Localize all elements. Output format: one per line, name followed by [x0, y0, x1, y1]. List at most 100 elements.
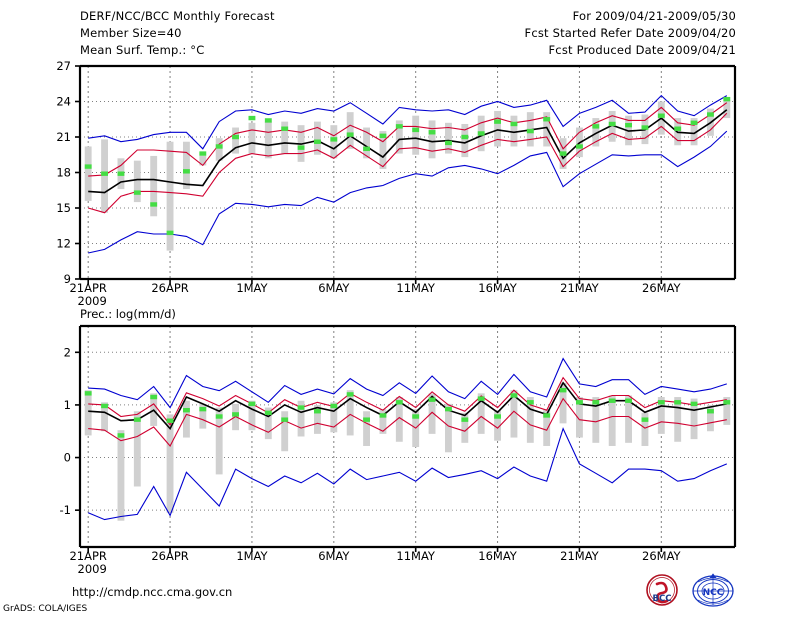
observation-marker — [575, 400, 583, 405]
spread-bar — [526, 397, 534, 443]
observation-marker — [461, 417, 469, 422]
spread-bar — [264, 121, 272, 159]
precip-panel-title: Prec.: log(mm/d) — [80, 307, 176, 321]
spread-bar — [575, 397, 583, 438]
observation-marker — [428, 130, 436, 135]
header-forecast-period: For 2009/04/21-2009/05/30 — [572, 9, 736, 23]
spread-bar — [395, 120, 403, 154]
spread-bar — [117, 430, 125, 521]
observation-marker — [575, 144, 583, 149]
spread-bar — [166, 141, 174, 251]
spread-bar — [232, 127, 240, 154]
spread-bar — [690, 398, 698, 440]
observation-marker — [510, 393, 518, 398]
observation-marker — [248, 401, 256, 407]
y-tick-label: 24 — [56, 95, 71, 109]
observation-marker — [625, 122, 633, 128]
observation-marker — [543, 117, 551, 122]
spread-bar — [182, 400, 190, 438]
spread-bar — [346, 112, 354, 149]
observation-marker — [592, 124, 600, 129]
quartile-upper-line — [88, 102, 728, 177]
spread-bar — [215, 138, 223, 161]
observation-marker — [133, 190, 141, 195]
y-tick-label: 21 — [56, 130, 71, 144]
svg-text:BCC: BCC — [653, 594, 672, 604]
ens-min-line — [88, 130, 728, 254]
spread-bar — [330, 125, 338, 159]
observation-marker — [264, 118, 272, 123]
spread-bar — [215, 407, 223, 475]
x-tick-label: 11MAY — [396, 549, 436, 563]
spread-bar — [281, 411, 289, 452]
spread-bar — [674, 397, 682, 442]
x-tick-label: 26MAY — [642, 549, 682, 563]
spread-bar — [592, 118, 600, 147]
y-tick-label: 0 — [64, 451, 71, 465]
observation-marker — [215, 144, 223, 149]
bcc-logo: BCC — [640, 572, 684, 616]
x-tick-label: 21APR — [69, 549, 106, 563]
x-tick-label: 21APR — [69, 281, 106, 295]
observation-marker — [330, 403, 338, 409]
spread-bar — [248, 122, 256, 154]
observation-marker — [117, 171, 125, 176]
spread-bar — [133, 160, 141, 203]
observation-marker — [494, 414, 502, 419]
precipitation-panel: -1 0 1 2 21APR 26APR 1MAY 6MAY 11MAY 16MAY 21MAY 26… — [60, 324, 737, 576]
spread-bar — [510, 390, 518, 438]
observation-marker — [657, 400, 665, 405]
spread-bar — [494, 410, 502, 441]
observation-marker — [723, 96, 731, 102]
spread-bar — [559, 382, 567, 424]
spread-bar — [199, 403, 207, 429]
observation-marker — [150, 394, 158, 400]
spread-bar — [444, 403, 452, 453]
x-tick-label: 11MAY — [396, 281, 436, 295]
observation-marker — [706, 409, 714, 414]
footer-url[interactable]: http://cmdp.ncc.cma.gov.cn — [72, 585, 233, 599]
header-start-refer-date: Fcst Started Refer Date 2009/04/20 — [524, 26, 736, 40]
observation-marker — [297, 145, 305, 150]
observation-marker — [608, 121, 616, 127]
svg-text:NCC: NCC — [703, 588, 724, 598]
observation-marker — [166, 418, 174, 423]
y-tick-label: 9 — [64, 272, 71, 286]
observation-marker — [428, 397, 436, 402]
y-tick-label: 1 — [64, 398, 71, 412]
observation-marker — [674, 126, 682, 131]
spread-bar — [264, 407, 272, 440]
spread-bar — [608, 110, 616, 142]
observation-marker — [182, 169, 190, 174]
spread-bar — [608, 395, 616, 446]
spread-bar — [428, 120, 436, 159]
observation-marker — [363, 146, 371, 152]
quartile-lower-line — [88, 112, 728, 214]
spread-bar — [133, 411, 141, 487]
header-produced-date: Fcst Produced Date 2009/04/21 — [548, 43, 736, 57]
spread-bar — [101, 402, 109, 432]
observation-marker — [526, 128, 534, 134]
observation-marker — [313, 409, 321, 414]
observation-marker — [101, 403, 109, 409]
x-tick-label: 1MAY — [236, 549, 268, 563]
spread-bar — [510, 115, 518, 147]
observation-marker — [690, 120, 698, 125]
observation-marker — [281, 126, 289, 131]
spread-bar — [494, 110, 502, 147]
header-member-size: Member Size=40 — [80, 26, 182, 40]
spread-bar — [248, 400, 256, 431]
spread-bar — [657, 397, 665, 434]
observation-marker — [297, 405, 305, 410]
spread-bar — [723, 100, 731, 119]
spread-bar — [101, 139, 109, 213]
observation-marker — [477, 396, 485, 401]
quartile-upper-line — [88, 376, 727, 426]
observation-marker — [477, 131, 485, 136]
observation-marker — [510, 121, 518, 127]
ens-mean-line — [88, 109, 728, 194]
ens-min-line — [87, 427, 728, 521]
ens-mean-line — [88, 381, 727, 431]
